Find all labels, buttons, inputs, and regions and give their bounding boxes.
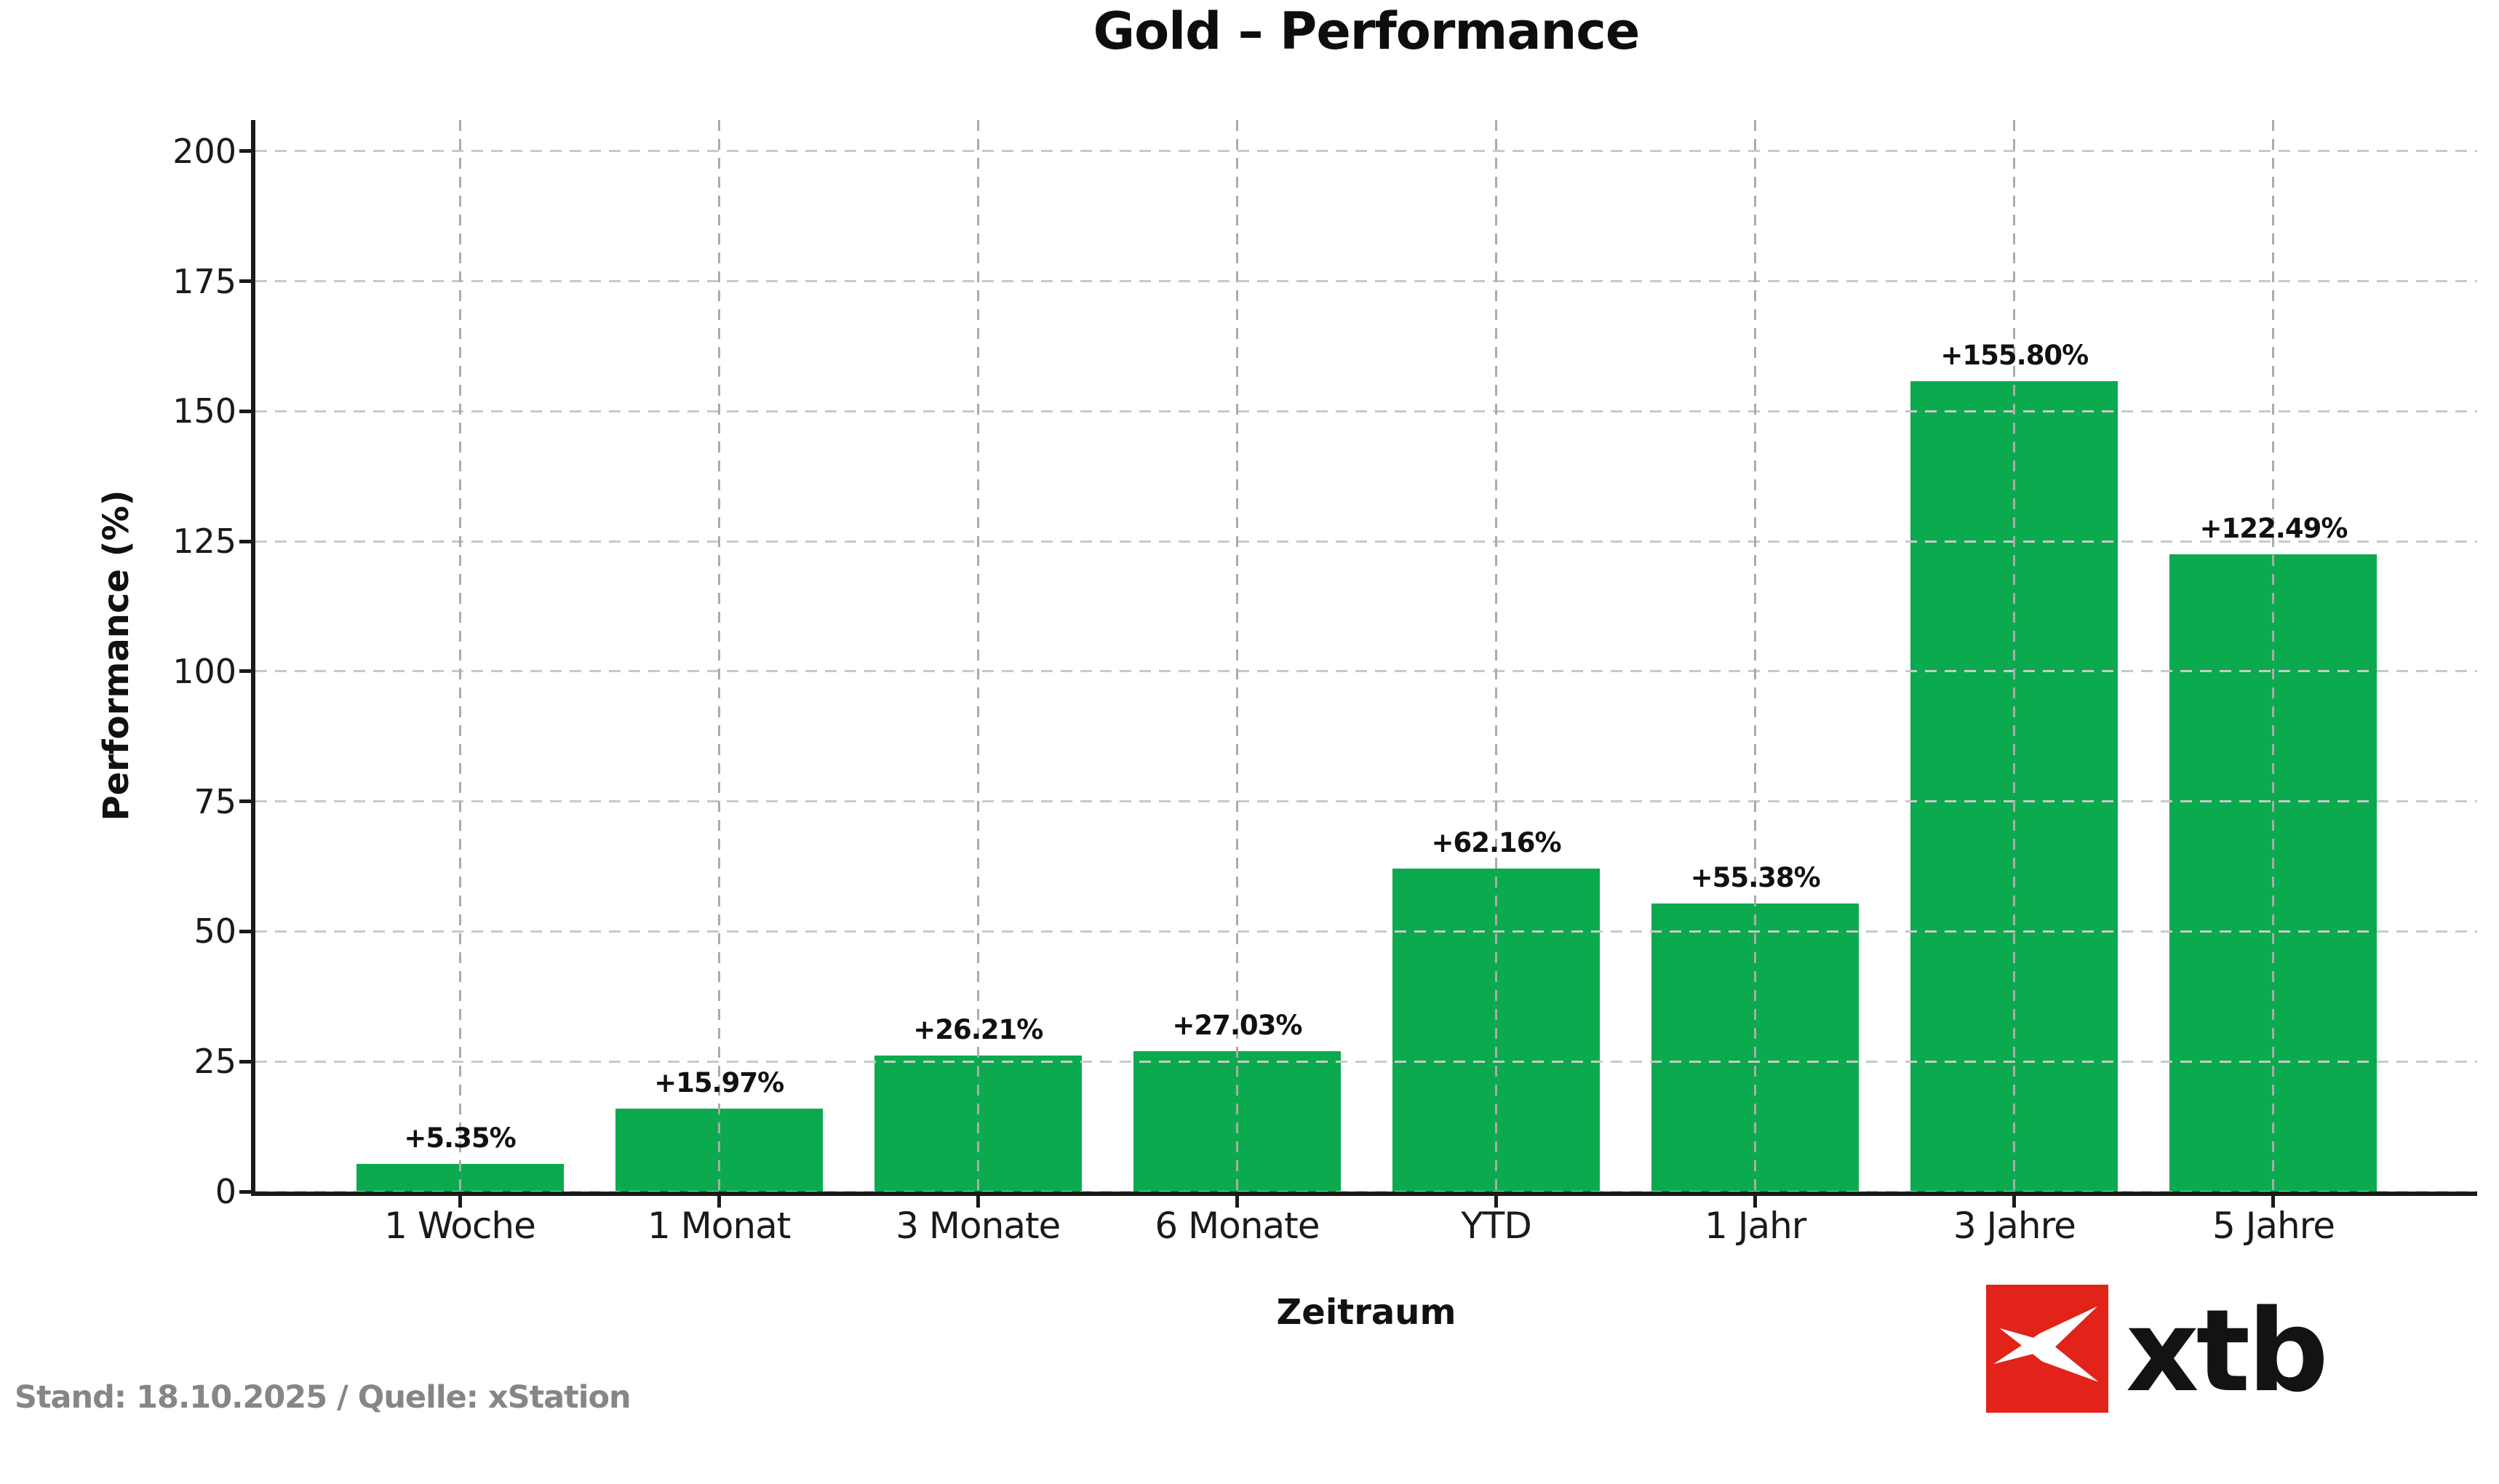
value-label-1: +5.35% [404,1122,516,1154]
chart-title: Gold – Performance [1093,1,1641,61]
xtb-logo-mark [1986,1285,2108,1413]
gridline-h-75 [255,800,2477,803]
gridline-h-25 [255,1060,2477,1063]
gridline-v-8 [2272,120,2275,1192]
y-tick-label-100: 100 [172,651,236,691]
gridline-h-200 [255,150,2477,153]
value-label-2: +15.97% [654,1066,784,1098]
x-tick-1 [458,1196,462,1208]
x-tick-2 [717,1196,721,1208]
y-tick-25 [239,1059,251,1064]
value-label-3: +26.21% [913,1013,1043,1045]
x-axis-spine [251,1192,2477,1196]
gridline-v-7 [2013,120,2016,1192]
value-label-6: +55.38% [1690,862,1821,894]
y-tick-label-25: 25 [194,1042,236,1082]
gridline-v-2 [717,120,720,1192]
y-tick-50 [239,929,251,933]
y-tick-label-175: 175 [172,261,236,301]
plot-area: +5.35% +15.97% +26.21% +27.03% +62.16% +55.38… [255,120,2477,1193]
gridline-h-100 [255,670,2477,673]
x-tick-5 [1494,1196,1499,1208]
x-tick-label-4: 6 Monate [1155,1205,1320,1247]
x-tick-7 [2012,1196,2017,1208]
gridline-h-150 [255,410,2477,412]
y-tick-label-200: 200 [172,131,236,171]
x-tick-3 [976,1196,980,1208]
y-tick-150 [239,409,251,413]
x-tick-label-6: 1 Jahr [1705,1205,1806,1247]
x-tick-label-5: YTD [1461,1205,1532,1247]
x-tick-label-8: 5 Jahre [2212,1205,2335,1247]
value-label-7: +155.80% [1940,339,2089,371]
gridline-v-6 [1754,120,1757,1192]
y-tick-label-50: 50 [194,911,236,952]
y-axis-spine [251,120,255,1196]
x-axis-label: Zeitraum [1276,1292,1456,1333]
x-tick-label-1: 1 Woche [384,1205,536,1247]
gridline-h-50 [255,930,2477,933]
gridline-h-125 [255,540,2477,543]
y-tick-75 [239,799,251,804]
y-tick-0 [239,1189,251,1194]
x-tick-6 [1753,1196,1758,1208]
xtb-logo-text: xtb [2126,1285,2329,1417]
gridline-h-175 [255,280,2477,283]
gridline-v-4 [1235,120,1238,1192]
y-tick-label-125: 125 [172,522,236,562]
x-tick-label-7: 3 Jahre [1953,1205,2076,1247]
x-tick-4 [1235,1196,1239,1208]
y-tick-125 [239,539,251,543]
x-tick-label-2: 1 Monat [647,1205,791,1247]
value-label-4: +27.03% [1172,1009,1302,1041]
y-tick-label-75: 75 [194,781,236,821]
value-label-8: +122.49% [2199,513,2348,545]
x-tick-label-3: 3 Monate [896,1205,1061,1247]
y-tick-200 [239,149,251,153]
gridline-v-1 [458,120,461,1192]
xtb-logo: xtb [1986,1285,2495,1430]
xtb-x-icon [1993,1306,2099,1382]
gridline-v-5 [1495,120,1498,1192]
y-tick-100 [239,669,251,674]
value-label-5: +62.16% [1431,826,1561,858]
gridline-v-3 [976,120,979,1192]
y-tick-label-0: 0 [215,1172,236,1211]
source-note: Stand: 18.10.2025 / Quelle: xStation [15,1379,631,1416]
y-tick-175 [239,279,251,284]
x-tick-8 [2271,1196,2276,1208]
y-tick-label-150: 150 [172,391,236,431]
